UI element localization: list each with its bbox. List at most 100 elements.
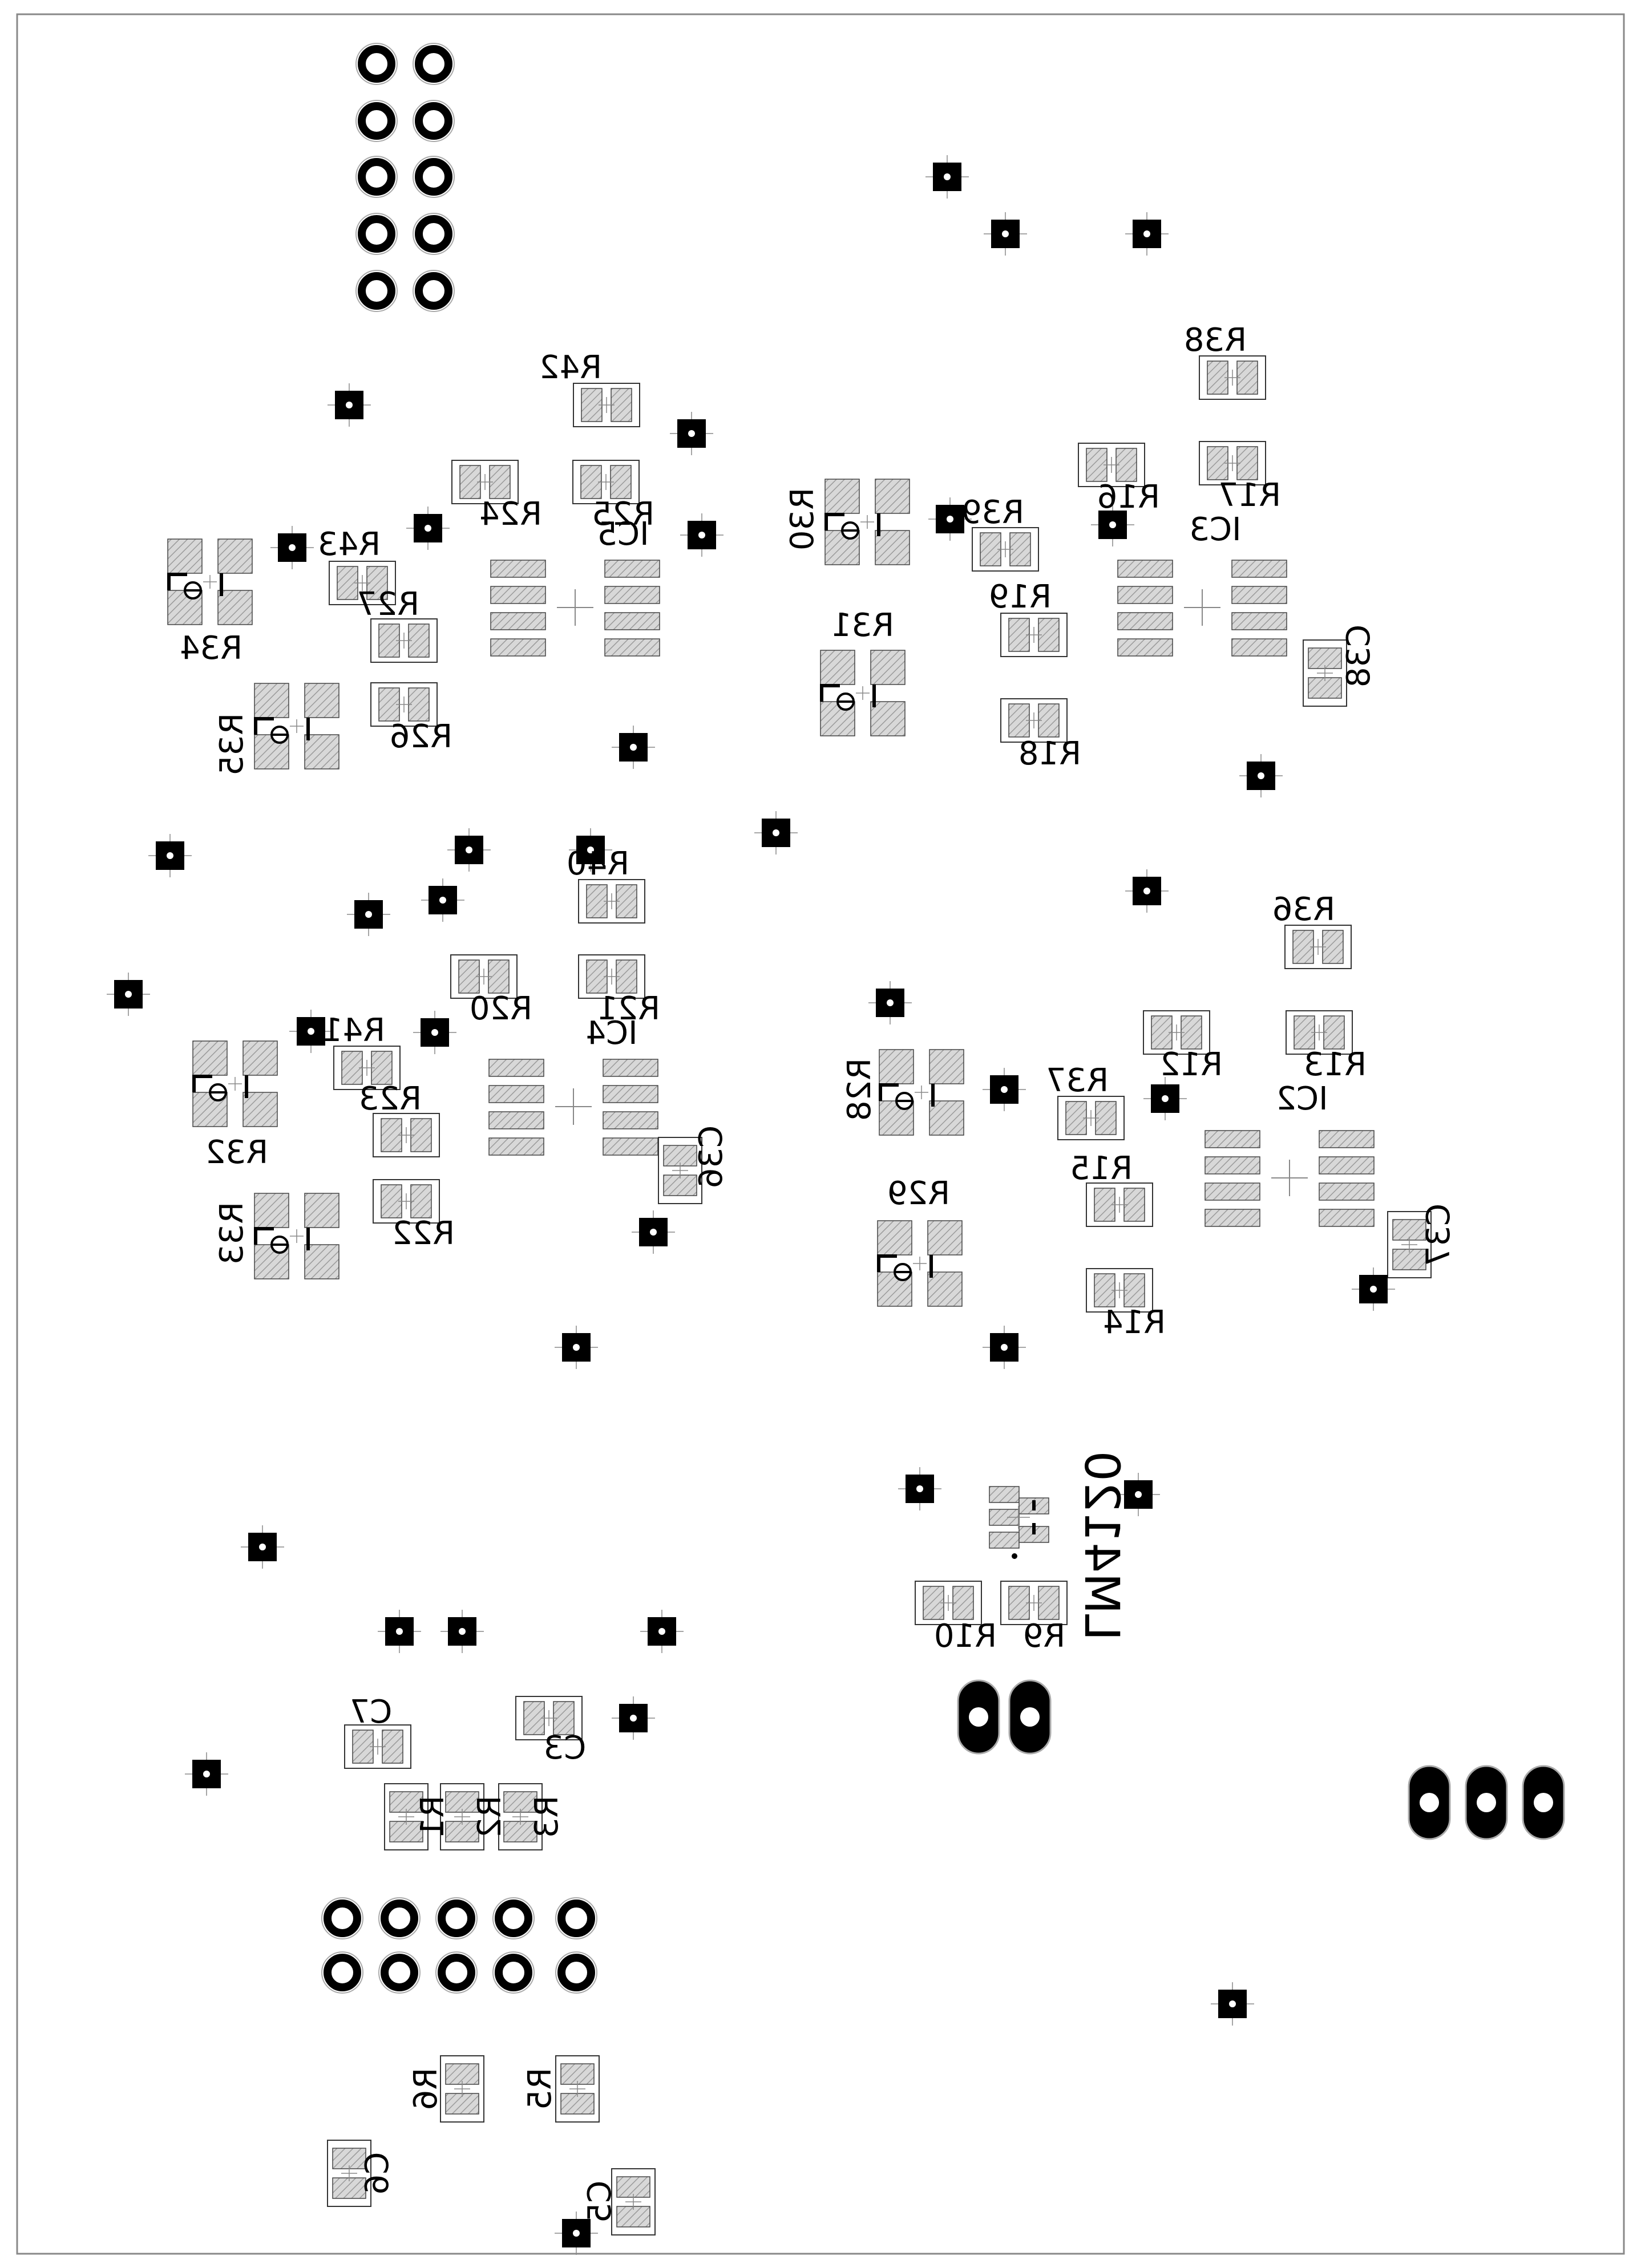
smd-pad-icon [616,2176,650,2198]
component-r38 [1199,355,1266,400]
smd-pad-icon [217,538,253,574]
smd-pad-icon [604,586,660,604]
component-r6 [440,2055,484,2123]
smd-pad-icon [952,1586,974,1620]
label-r16: R16 [1097,479,1160,516]
smd-pad-icon [490,586,546,604]
smd-pad-icon [604,612,660,630]
via-icon [347,893,390,936]
smd-pad-icon [929,1049,964,1084]
smd-pad-icon [1319,1182,1375,1201]
via-icon [447,828,491,872]
label-r6: R6 [407,2068,444,2111]
component-r29 [877,1254,933,1281]
label-r36: R36 [1272,891,1335,928]
label-r2: R2 [471,1796,508,1838]
via-icon [640,1610,684,1653]
smd-pad-icon [927,1271,963,1307]
through-hole-pad-icon [492,1951,535,1994]
smd-pad-icon [929,1100,964,1136]
component-r20 [450,954,518,999]
component-r1 [384,1783,429,1850]
label-c3: C3 [544,1730,587,1767]
component-r42 [573,383,640,427]
smd-pad-icon [488,1059,544,1077]
through-hole-pad-icon [355,100,398,142]
smd-pad-icon [1008,1586,1030,1620]
smd-pad-icon [1117,612,1173,630]
component-ic3 [1184,589,1220,626]
component-r13 [1286,1010,1353,1055]
component-r32 [192,1075,248,1101]
smd-pad-icon [586,959,608,994]
component-r36 [1284,925,1352,969]
component-r18 [1000,698,1068,743]
smd-pad-icon [820,650,855,685]
smd-pad-icon [989,1532,1020,1549]
label-r39: R39 [961,494,1024,531]
smd-pad-icon [254,1193,289,1228]
component-r28 [879,1083,935,1110]
smd-pad-icon [488,1085,544,1103]
through-hole-pad-icon [555,1951,597,1994]
smd-pad-icon [1205,1156,1260,1174]
smd-pad-icon [870,650,906,685]
through-hole-pad-icon [378,1897,421,1939]
label-c36: C36 [693,1125,730,1188]
via-icon [670,412,713,455]
smd-pad-icon [490,638,546,657]
label-r24: R24 [479,496,542,533]
smd-pad-icon [192,1040,228,1076]
label-r3: R3 [528,1796,565,1838]
via-icon [925,155,969,199]
through-hole-pad-icon [355,43,398,85]
smd-pad-icon [1231,560,1287,578]
through-hole-pad-icon [355,213,398,255]
via-icon [612,1696,655,1740]
smd-pad-icon [927,1220,963,1256]
component-ic5 [557,589,593,626]
via-icon [984,212,1027,256]
label-r1: R1 [414,1796,451,1838]
component-r2 [440,1783,484,1850]
smd-pad-icon [989,1486,1020,1503]
label-r26: R26 [390,718,452,755]
through-hole-pad-icon [555,1897,597,1939]
label-r10: R10 [934,1618,997,1655]
smd-pad-icon [1319,1209,1375,1227]
label-c38: C38 [1340,625,1377,687]
via-icon [928,497,972,541]
smd-pad-icon [304,1244,339,1279]
label-r12: R12 [1160,1046,1223,1083]
smd-pad-icon [490,560,546,578]
label-r35: R35 [213,713,250,776]
smd-pad-icon [870,701,906,736]
label-r43: R43 [318,526,381,563]
via-icon [983,1326,1026,1369]
component-r16 [1078,443,1145,487]
component-r30 [824,513,880,540]
component-r3 [498,1783,543,1850]
smd-pad-icon [603,1137,658,1156]
label-r38: R38 [1184,322,1247,359]
label-r32: R32 [205,1134,268,1171]
via-icon [754,811,798,854]
label-r34: R34 [180,630,242,667]
component-r19 [1000,613,1068,657]
via-icon [1117,1473,1160,1516]
component-r37 [1057,1096,1125,1140]
label-r21: R21 [597,990,660,1027]
via-icon [555,1326,598,1369]
component-r21 [578,954,645,999]
via-icon [680,513,724,557]
via-icon [406,507,450,550]
component-ic4 [555,1088,592,1125]
component-r43 [329,561,396,605]
label-r22: R22 [392,1215,455,1252]
smd-pad-icon [304,734,339,770]
label-r29: R29 [887,1175,950,1212]
smd-pad-icon [1205,1209,1260,1227]
smd-pad-icon [1117,586,1173,604]
through-hole-pad-icon [378,1951,421,1994]
through-hole-pad-icon [355,270,398,312]
